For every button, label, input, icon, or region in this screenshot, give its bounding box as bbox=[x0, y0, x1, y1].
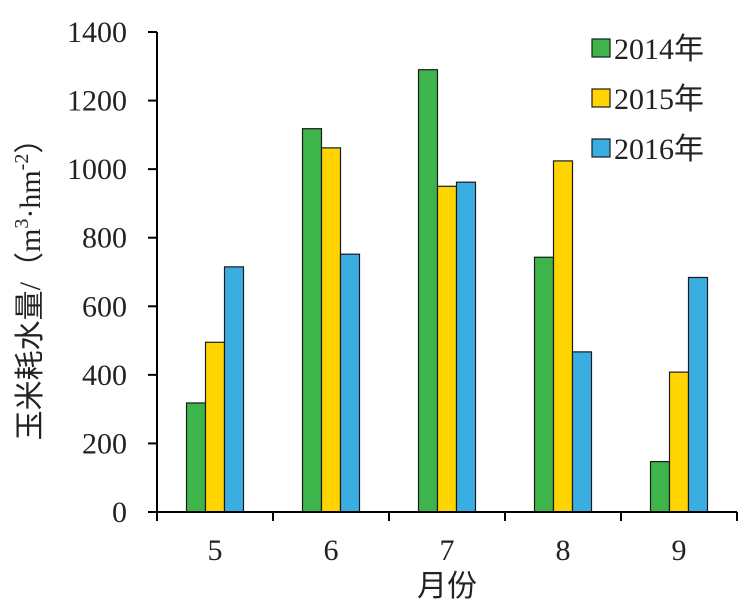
bar-2014年-5 bbox=[185, 402, 207, 513]
bar-2016年-7 bbox=[455, 181, 477, 513]
x-tick-label: 8 bbox=[556, 534, 571, 567]
legend: 2014年 2015年 2016年 bbox=[591, 33, 704, 166]
y-axis-title-main: 玉米耗水量/（m bbox=[14, 229, 47, 441]
bar-2015年-5 bbox=[204, 341, 226, 513]
y-tick-label: 200 bbox=[82, 427, 127, 460]
bar-2015年-6 bbox=[320, 147, 342, 513]
x-tick-label: 7 bbox=[440, 534, 455, 567]
bar-2015年-8 bbox=[552, 160, 574, 513]
bars-layer bbox=[185, 69, 709, 513]
legend-label: 2014年 bbox=[614, 33, 704, 66]
bar-2015年-9 bbox=[668, 371, 690, 513]
bar-2014年-7 bbox=[417, 69, 439, 513]
y-ticks: 0 200 400 600 800 1000 1200 1400 bbox=[67, 16, 157, 529]
bar-2015年-7 bbox=[436, 185, 458, 513]
x-axis-title: 月份 bbox=[417, 570, 477, 603]
legend-label: 2016年 bbox=[614, 133, 704, 166]
bar-2016年-5 bbox=[223, 266, 245, 513]
bar-2016年-9 bbox=[687, 276, 709, 513]
y-tick-label: 1000 bbox=[67, 153, 127, 186]
y-tick-label: 400 bbox=[82, 359, 127, 392]
y-tick-label: 1400 bbox=[67, 16, 127, 49]
y-axis-title-end: ） bbox=[14, 124, 47, 154]
x-tick-label: 9 bbox=[672, 534, 687, 567]
y-tick-label: 800 bbox=[82, 222, 127, 255]
y-tick-label: 600 bbox=[82, 290, 127, 323]
x-tick-label: 6 bbox=[324, 534, 339, 567]
y-tick-label: 1200 bbox=[67, 85, 127, 118]
legend-swatch bbox=[591, 88, 611, 108]
x-ticks: 5 6 7 8 9 bbox=[156, 512, 738, 567]
bar-2016年-8 bbox=[571, 351, 593, 513]
bar-2016年-6 bbox=[339, 253, 361, 513]
bar-2014年-6 bbox=[301, 128, 323, 513]
y-tick-label: 0 bbox=[112, 496, 127, 529]
legend-swatch bbox=[591, 138, 611, 158]
y-axis-title-sup1: 3 bbox=[11, 219, 33, 229]
y-axis-title-mid: ·hm bbox=[14, 170, 47, 218]
y-axis-title-sup2: -2 bbox=[11, 154, 33, 171]
x-tick-label: 5 bbox=[208, 534, 223, 567]
bar-2014年-8 bbox=[533, 256, 555, 513]
y-axis-title: 玉米耗水量/（m3·hm-2） bbox=[11, 124, 47, 441]
axes-layer bbox=[156, 32, 737, 513]
legend-swatch bbox=[591, 38, 611, 58]
bar-2014年-9 bbox=[649, 461, 671, 513]
legend-label: 2015年 bbox=[614, 83, 704, 116]
